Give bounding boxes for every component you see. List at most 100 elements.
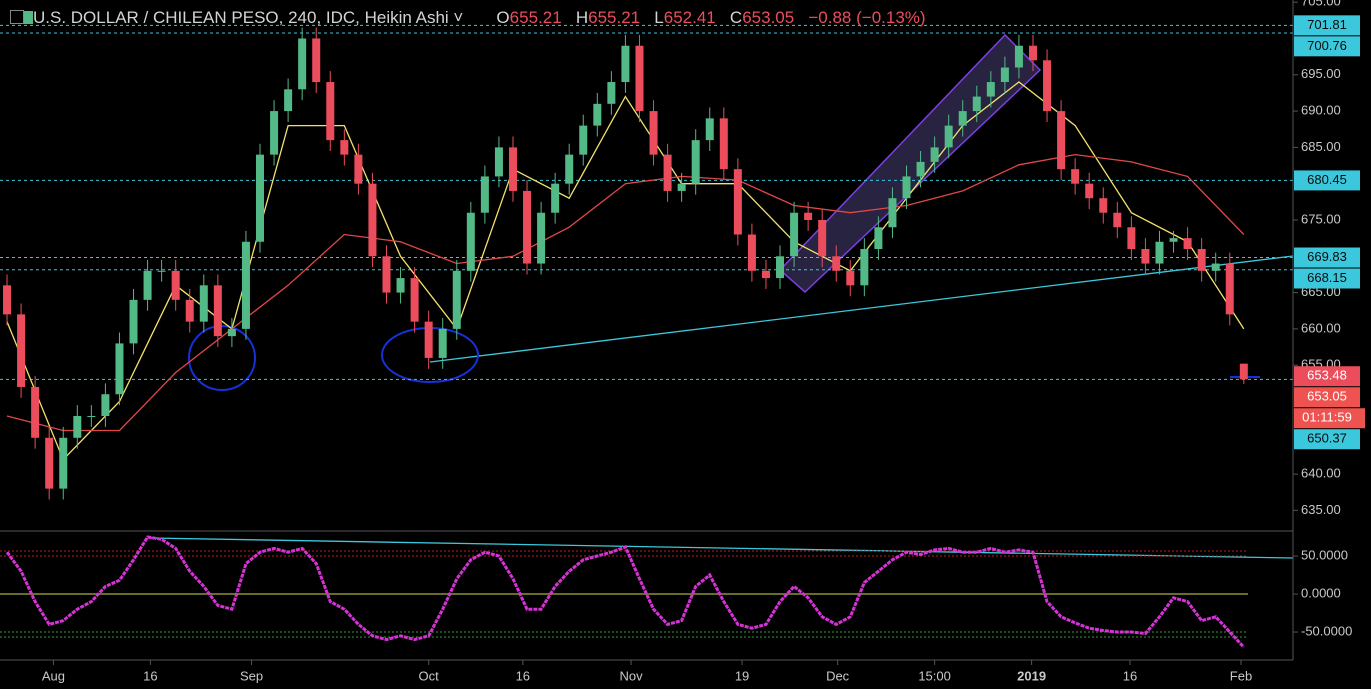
candle-body	[944, 125, 953, 148]
x-tick-label: 15:00	[918, 668, 951, 683]
candle-body	[1043, 60, 1052, 112]
price-label-bg	[1294, 366, 1360, 387]
flag-icon	[24, 11, 33, 24]
candle-body	[790, 212, 799, 257]
symbol-title[interactable]: U.S. DOLLAR / CHILEAN PESO, 240, IDC, He…	[33, 8, 449, 27]
candle-body	[270, 111, 279, 155]
candle-body	[3, 285, 12, 315]
candle-body	[452, 270, 461, 329]
candle-body	[1099, 198, 1108, 213]
candle-body	[902, 176, 911, 199]
candle-body	[73, 416, 82, 438]
price-label: 650.37	[1307, 431, 1347, 446]
candle-body	[733, 169, 742, 235]
price-label: 653.48	[1307, 368, 1347, 383]
x-tick-label: 19	[735, 668, 749, 683]
candle-body	[87, 416, 96, 418]
y-tick-label: 635.00	[1301, 502, 1341, 517]
candle-body	[677, 183, 686, 191]
candle-body	[1057, 111, 1066, 170]
x-tick-label: Feb	[1230, 668, 1252, 683]
candle-body	[649, 111, 658, 155]
candle-body	[832, 256, 841, 271]
candle-body	[143, 270, 152, 300]
candle-body	[396, 278, 405, 293]
ohlc-value: 655.21	[509, 8, 562, 27]
price-label: 653.05	[1307, 389, 1347, 404]
candle-body	[663, 154, 672, 191]
candle-body	[340, 140, 349, 155]
candle-body	[101, 394, 110, 417]
candle-body	[256, 154, 265, 242]
y-tick-label: 690.00	[1301, 103, 1341, 118]
ohlc-letter: H	[575, 8, 589, 27]
candle-body	[593, 103, 602, 126]
candle-body	[874, 227, 883, 250]
candle-body	[424, 321, 433, 358]
candle-body	[804, 212, 813, 220]
candle-body	[607, 82, 616, 104]
y-tick-label: 695.00	[1301, 66, 1341, 81]
y-tick-label: 685.00	[1301, 139, 1341, 154]
candle-body	[958, 111, 967, 126]
candle-body	[776, 256, 785, 279]
candle-body	[129, 299, 138, 344]
x-tick-label: 16	[1123, 668, 1137, 683]
price-label: 680.45	[1307, 172, 1347, 187]
candle-body	[199, 285, 208, 322]
candle-body	[1071, 169, 1080, 184]
x-tick-label: Aug	[42, 668, 65, 683]
y-tick-label: 705.00	[1301, 0, 1341, 9]
ohlc-letter: C	[729, 8, 743, 27]
price-label: 701.81	[1307, 17, 1347, 32]
ohlc-value: 653.05	[742, 8, 795, 27]
candle-body	[17, 314, 26, 387]
x-tick-label: Sep	[240, 668, 263, 683]
candle-body	[691, 140, 700, 184]
candle-body	[31, 386, 40, 438]
drawings	[0, 24, 1294, 559]
candle-body	[438, 328, 447, 358]
add-icon[interactable]	[10, 10, 24, 24]
candle-body	[761, 270, 770, 279]
y-tick-label: 50.0000	[1301, 547, 1348, 562]
moving-average	[6, 81, 1245, 461]
chevron[interactable]: ˅	[448, 8, 464, 27]
price-label-bg	[1294, 247, 1360, 268]
candle-body	[185, 299, 194, 322]
candle-body	[171, 270, 180, 300]
y-tick-label: 640.00	[1301, 466, 1341, 481]
x-tick-label: Nov	[619, 668, 643, 683]
candle-body	[284, 89, 293, 112]
y-tick-label: 0.0000	[1301, 585, 1341, 600]
candle-body	[972, 96, 981, 112]
candle-body	[579, 125, 588, 155]
price-label: 669.83	[1307, 249, 1347, 264]
price-label-bg	[1294, 387, 1360, 408]
candle-body	[1239, 363, 1248, 380]
y-tick-label: 675.00	[1301, 211, 1341, 226]
candle-body	[621, 45, 630, 83]
oscillator-line	[5, 535, 1245, 649]
candle-body	[635, 45, 644, 112]
price-label-bg	[1294, 15, 1360, 36]
candle-body	[986, 82, 995, 97]
candle-body	[537, 212, 546, 264]
candle-body	[213, 285, 222, 337]
candle-body	[59, 437, 68, 489]
candle-body	[846, 270, 855, 286]
candle-body	[930, 147, 939, 162]
candle-body	[494, 147, 503, 177]
candle-body	[1028, 45, 1037, 61]
price-label-bg	[1294, 36, 1360, 57]
price-label-bg	[1294, 429, 1360, 450]
x-tick-label: Dec	[826, 668, 850, 683]
candle-body	[326, 82, 335, 141]
candle-body	[466, 212, 475, 271]
price-label: 01:11:59	[1302, 410, 1352, 425]
candle-body	[1169, 238, 1178, 242]
x-tick-label: 16	[516, 668, 530, 683]
ohlc-letter: L	[654, 8, 664, 27]
